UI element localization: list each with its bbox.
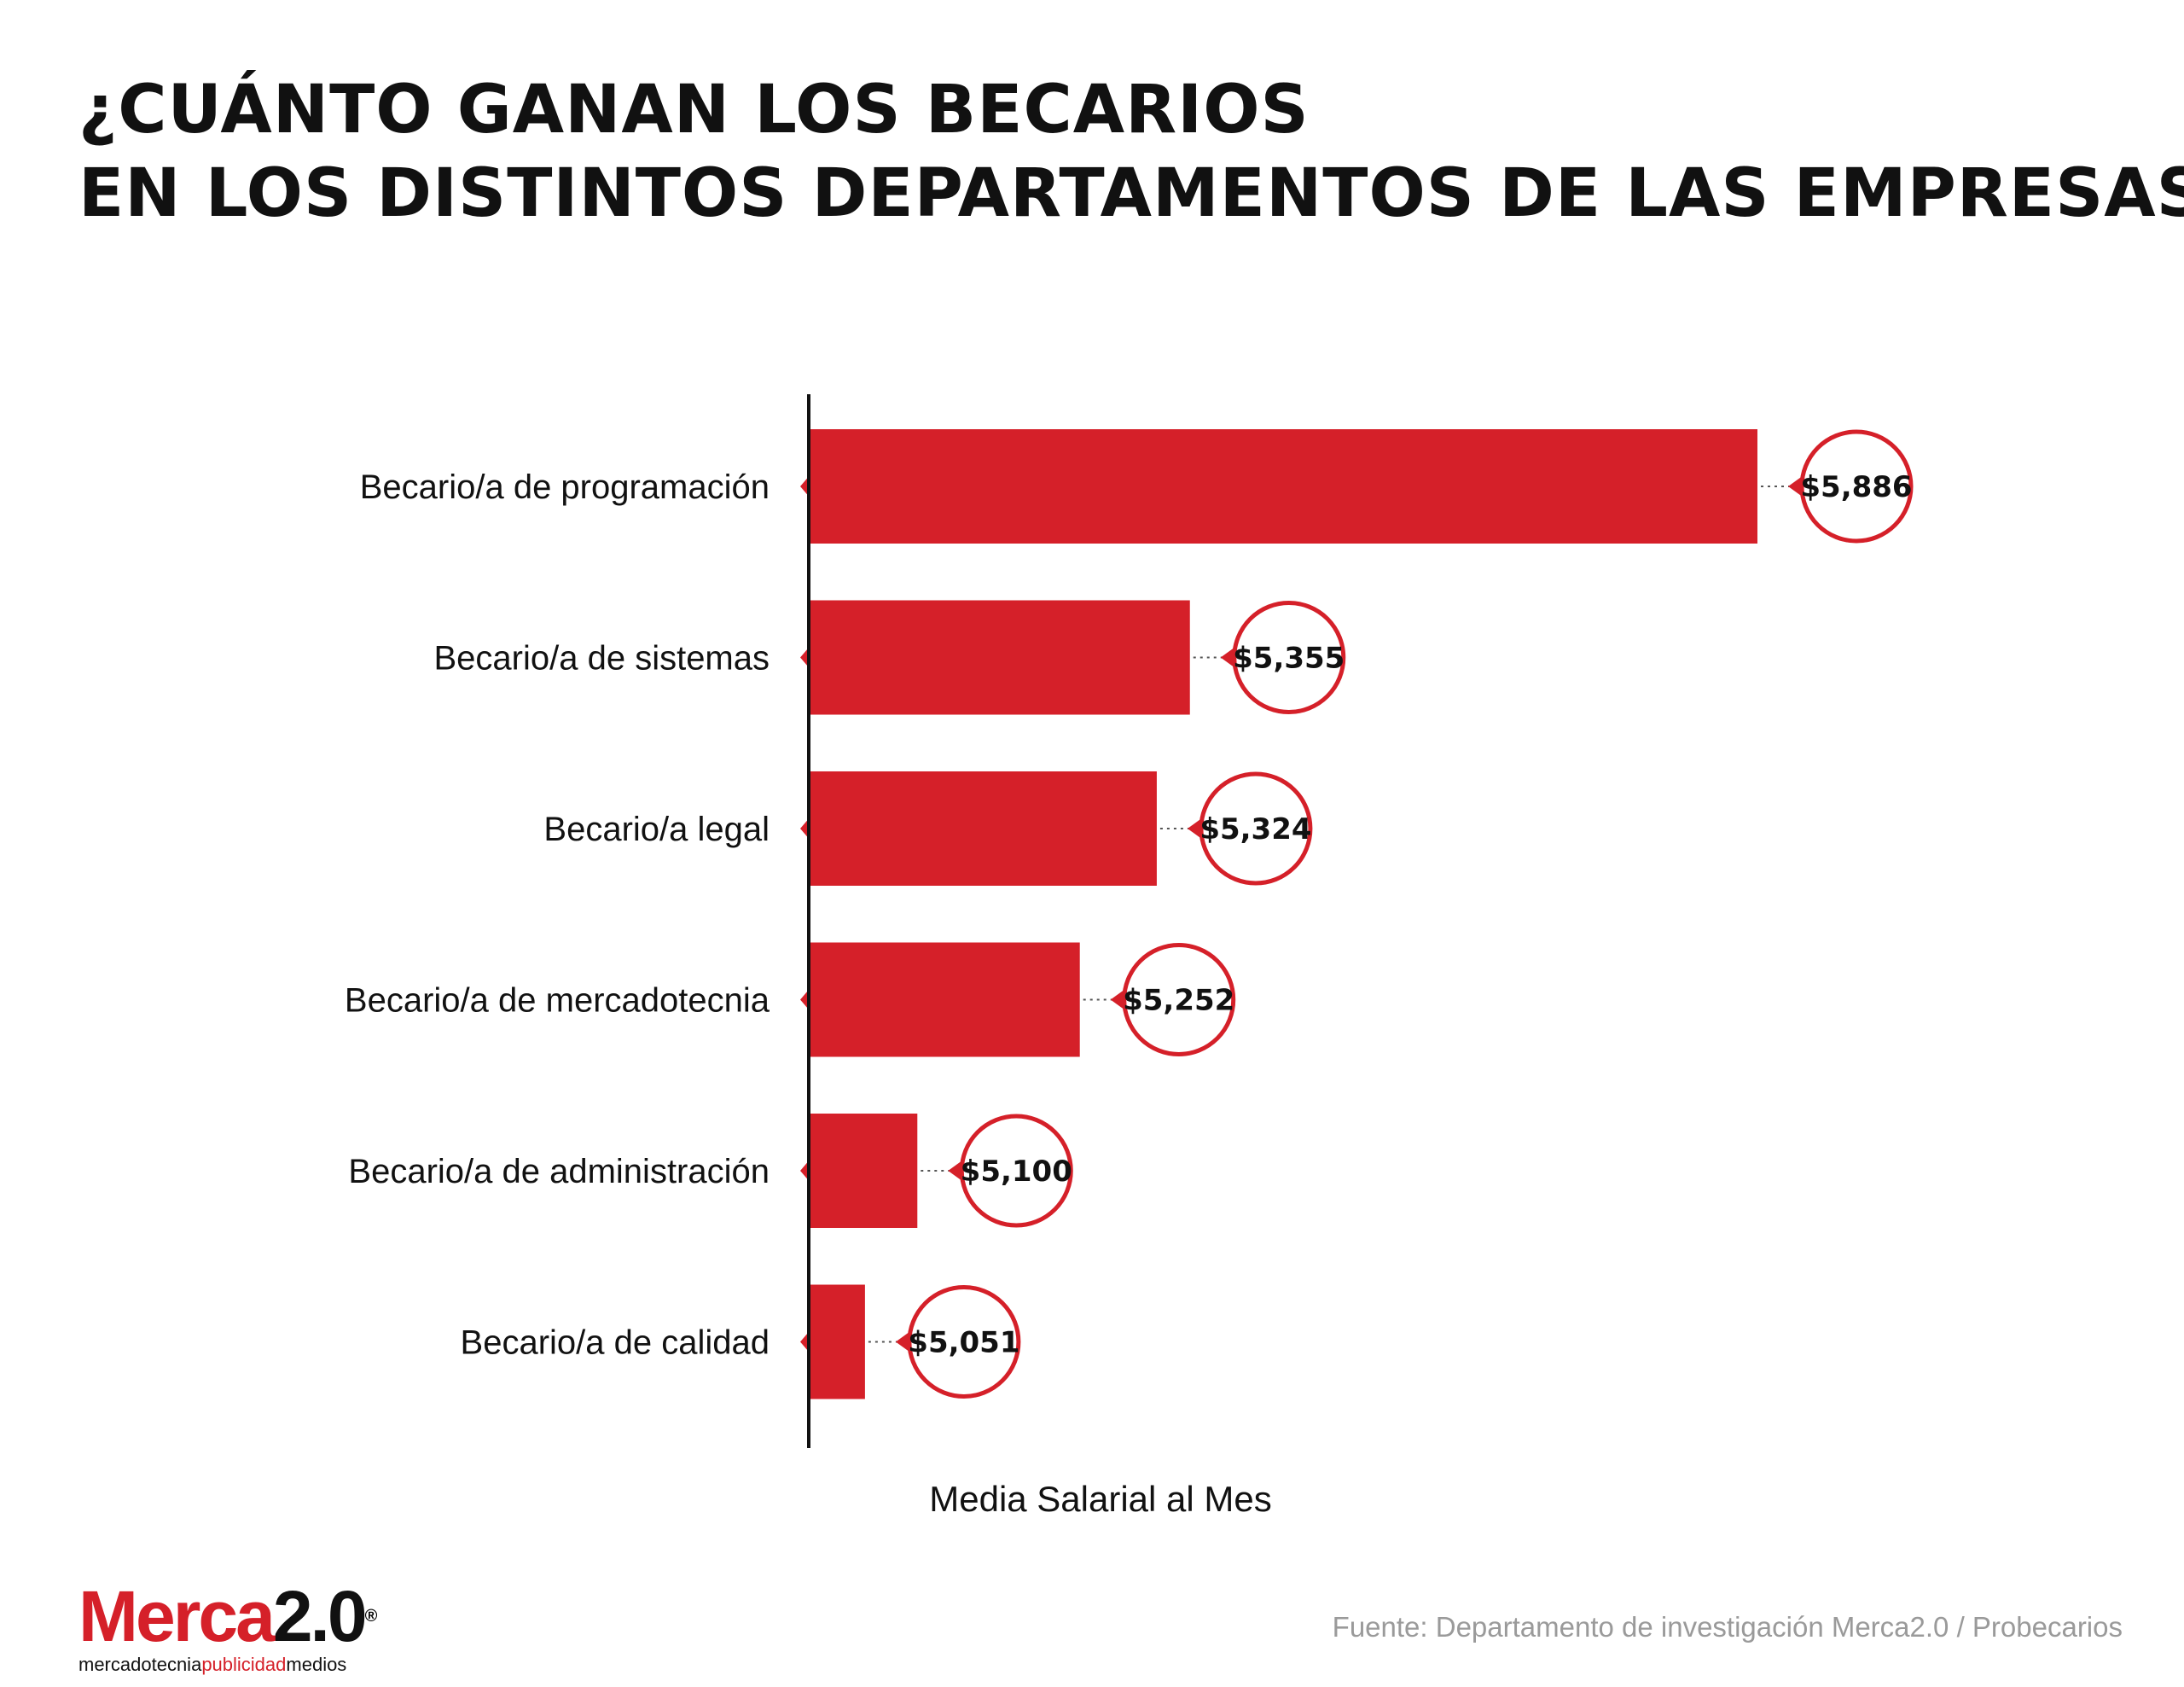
badge-pointer: [1788, 475, 1804, 497]
data-label: $5,886: [1800, 470, 1912, 504]
badge-pointer: [895, 1330, 911, 1353]
badge-pointer: [1220, 646, 1236, 669]
category-label: Becario/a legal: [543, 811, 770, 848]
chart-title: ¿CUÁNTO GANAN LOS BECARIOS EN LOS DISTIN…: [78, 68, 2184, 236]
logo-wordmark: Merca2.0®: [78, 1580, 377, 1652]
bar: [810, 1114, 918, 1228]
logo-wordmark-red: Merca: [78, 1576, 276, 1656]
logo-tagline-part-3: medios: [286, 1654, 347, 1675]
chart-title-line-2: EN LOS DISTINTOS DEPARTAMENTOS DE LAS EM…: [78, 155, 2184, 232]
data-label: $5,324: [1199, 812, 1311, 846]
data-label: $5,355: [1233, 642, 1345, 676]
category-label: Becario/a de administración: [348, 1153, 770, 1190]
badge-pointer: [1110, 988, 1126, 1011]
logo-registered-mark: ®: [364, 1607, 378, 1626]
source-note: Fuente: Departamento de investigación Me…: [1332, 1611, 2123, 1643]
chart-title-line-1: ¿CUÁNTO GANAN LOS BECARIOS: [78, 72, 1310, 148]
logo-tagline-part-1: mercadotecnia: [78, 1654, 202, 1675]
data-label: $5,252: [1123, 984, 1234, 1018]
badge-pointer: [948, 1160, 964, 1182]
data-label: $5,100: [961, 1155, 1072, 1189]
logo-tagline-part-2: publicidad: [201, 1654, 287, 1675]
category-label: Becario/a de calidad: [461, 1324, 770, 1362]
bar: [810, 942, 1080, 1057]
category-label: Becario/a de mercadotecnia: [345, 982, 770, 1020]
x-axis-title: Media Salarial al Mes: [929, 1479, 1272, 1519]
bars-layer: $5,886 Becario/a de programación $5,355 Bec…: [345, 429, 1914, 1399]
category-label: Becario/a de programación: [360, 468, 770, 506]
bar: [810, 1284, 865, 1399]
bar: [810, 771, 1157, 886]
logo-tagline: mercadotecniapublicidadmedios: [78, 1654, 377, 1676]
badge-pointer: [1187, 817, 1203, 840]
logo-wordmark-black: 2.0: [272, 1576, 368, 1656]
bar: [810, 600, 1190, 715]
bar: [810, 429, 1757, 544]
data-label: $5,051: [908, 1326, 1019, 1360]
merca-logo: Merca2.0® mercadotecniapublicidadmedios: [78, 1580, 377, 1676]
category-label: Becario/a de sistemas: [433, 640, 770, 678]
bar-chart: $5,886 Becario/a de programación $5,355 Bec…: [345, 394, 1914, 1448]
